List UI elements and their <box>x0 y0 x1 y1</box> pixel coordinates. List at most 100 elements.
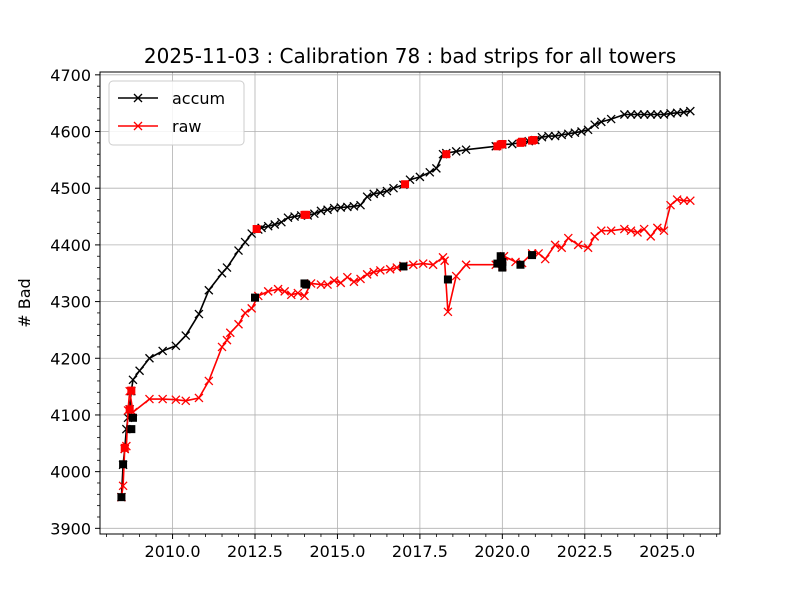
highlight-marker <box>127 425 136 434</box>
data-point-raw <box>171 395 181 405</box>
data-point-raw <box>316 280 326 290</box>
data-point-accum <box>263 221 273 231</box>
highlight-marker <box>251 293 259 302</box>
data-point-raw <box>204 376 214 386</box>
data-point-raw <box>451 271 461 281</box>
y-axis: 3900 4000 4100 4200 4300 4400 4500 4600 4700 <box>50 66 100 538</box>
data-point-raw <box>217 342 227 352</box>
data-point-accum <box>415 172 425 182</box>
data-point-accum <box>128 375 138 385</box>
data-point-accum <box>619 110 629 119</box>
data-point-accum <box>382 186 392 196</box>
highlight-marker <box>302 280 311 289</box>
x-tick-label: 2010.0 <box>145 542 201 561</box>
legend-marker <box>133 93 143 103</box>
data-point-raw <box>118 481 128 491</box>
data-point-raw <box>329 276 339 286</box>
x-tick-label: 2022.5 <box>557 542 613 561</box>
data-point-accum <box>389 183 398 193</box>
data-point-raw <box>646 231 656 241</box>
data-point-raw <box>293 288 303 298</box>
data-point-raw <box>583 243 593 253</box>
legend-marker <box>133 121 143 131</box>
highlight-marker <box>302 210 311 219</box>
legend-label: raw <box>172 117 201 136</box>
data-point-raw <box>440 256 450 266</box>
data-point-raw <box>679 196 689 206</box>
data-point-accum <box>583 125 593 135</box>
data-point-accum <box>181 331 191 341</box>
plot-frame <box>99 71 721 535</box>
highlight-marker <box>125 405 134 414</box>
x-axis: 2010.0 2012.5 2015.0 2017.5 2020.0 2022.5 2025… <box>106 534 718 561</box>
data-point-raw <box>540 254 550 264</box>
highlight-marker <box>119 460 128 469</box>
x-tick-label: 2017.5 <box>392 542 448 561</box>
legend-box <box>108 80 245 146</box>
series-line-accum <box>120 110 691 498</box>
highlight-marker <box>493 259 502 268</box>
data-point-raw <box>247 303 257 313</box>
data-point-accum <box>431 163 441 173</box>
data-point-raw <box>234 319 243 329</box>
data-point-raw <box>557 243 567 253</box>
data-point-accum <box>234 246 243 256</box>
highlight-marker <box>252 225 261 234</box>
data-point-accum <box>276 217 286 227</box>
data-point-raw <box>626 226 636 236</box>
highlight-marker <box>516 260 525 269</box>
highlight-marker <box>498 139 507 148</box>
data-point-raw <box>222 335 232 345</box>
data-point-accum <box>240 237 250 247</box>
data-point-raw <box>633 227 643 237</box>
data-point-raw <box>685 196 695 206</box>
x-tick-label: 2020.0 <box>474 542 530 561</box>
highlight-marker <box>401 180 410 189</box>
data-point-raw <box>375 265 385 275</box>
y-axis-label: # Bad <box>15 278 34 327</box>
highlight-marker <box>117 493 126 502</box>
legend-item-raw: raw <box>118 117 201 136</box>
data-point-raw <box>356 274 365 284</box>
data-point-raw <box>443 307 453 317</box>
data-point-accum <box>507 139 517 149</box>
data-point-accum <box>606 114 616 124</box>
highlight-marker <box>498 257 507 266</box>
data-point-raw <box>369 267 379 277</box>
data-point-accum <box>633 110 643 119</box>
highlight-marker <box>443 275 452 284</box>
data-point-raw <box>563 233 573 243</box>
data-point-raw <box>573 240 583 250</box>
data-point-raw <box>263 286 273 296</box>
data-point-accum <box>577 127 586 136</box>
data-point-raw <box>408 260 418 270</box>
data-point-accum <box>194 309 204 319</box>
data-point-raw <box>461 260 471 270</box>
x-tick-label: 2025.0 <box>639 542 695 561</box>
legend-item-accum: accum <box>118 89 225 108</box>
highlight-marker <box>399 262 408 271</box>
data-point-raw <box>225 328 235 338</box>
data-point-accum <box>158 346 168 356</box>
data-point-accum <box>222 263 232 273</box>
highlight-group-1 <box>120 136 538 452</box>
data-point-accum <box>652 110 662 119</box>
series-group <box>116 106 695 502</box>
highlight-marker <box>518 137 527 146</box>
x-tick-label: 2015.0 <box>309 542 365 561</box>
highlight-marker <box>498 263 507 272</box>
data-point-raw <box>590 231 600 241</box>
data-point-raw <box>342 272 352 282</box>
data-point-accum <box>646 110 656 119</box>
data-point-raw <box>666 200 675 210</box>
data-point-raw <box>639 224 649 234</box>
data-point-raw <box>418 259 428 269</box>
data-point-raw <box>428 260 438 270</box>
data-point-accum <box>309 209 319 219</box>
data-point-accum <box>425 167 435 177</box>
data-point-raw <box>145 394 154 404</box>
data-point-raw <box>323 280 333 290</box>
series-line-raw <box>120 198 691 498</box>
highlight-marker <box>496 252 505 261</box>
